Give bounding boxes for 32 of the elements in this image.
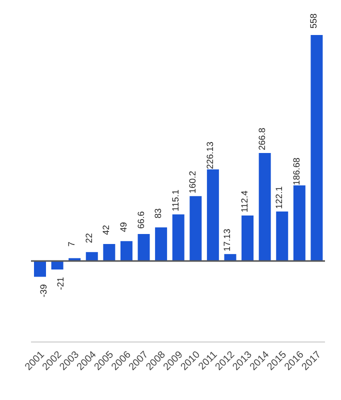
data-label: 7 [66, 242, 77, 247]
data-label: 49 [118, 222, 128, 232]
bar [242, 215, 254, 261]
data-label: 122.1 [274, 186, 284, 209]
bar [190, 196, 202, 261]
data-label: 112.4 [240, 190, 250, 212]
data-label: 558 [308, 13, 319, 29]
bar [34, 261, 46, 277]
bar [276, 212, 288, 261]
data-label: 266.8 [256, 128, 267, 150]
bar [103, 244, 116, 261]
bar [120, 241, 132, 261]
bar [155, 227, 168, 261]
bar [258, 152, 271, 261]
data-label: 186.68 [291, 158, 302, 186]
data-label: 115.1 [170, 189, 180, 212]
bar [206, 169, 219, 261]
data-label: 66.6 [136, 211, 146, 229]
bar [293, 185, 306, 261]
data-label: 226.13 [204, 142, 215, 170]
bar [138, 234, 150, 261]
data-label: 17.13 [222, 228, 232, 252]
data-label: 22 [84, 233, 94, 244]
data-label: 42 [101, 224, 112, 235]
bar [86, 252, 98, 261]
data-label: -39 [38, 284, 48, 298]
bar [172, 214, 184, 261]
data-label: 83 [153, 208, 164, 218]
data-label: 160.2 [188, 170, 198, 194]
bar [310, 35, 323, 261]
bar [224, 254, 236, 261]
data-label: -21 [56, 276, 66, 290]
